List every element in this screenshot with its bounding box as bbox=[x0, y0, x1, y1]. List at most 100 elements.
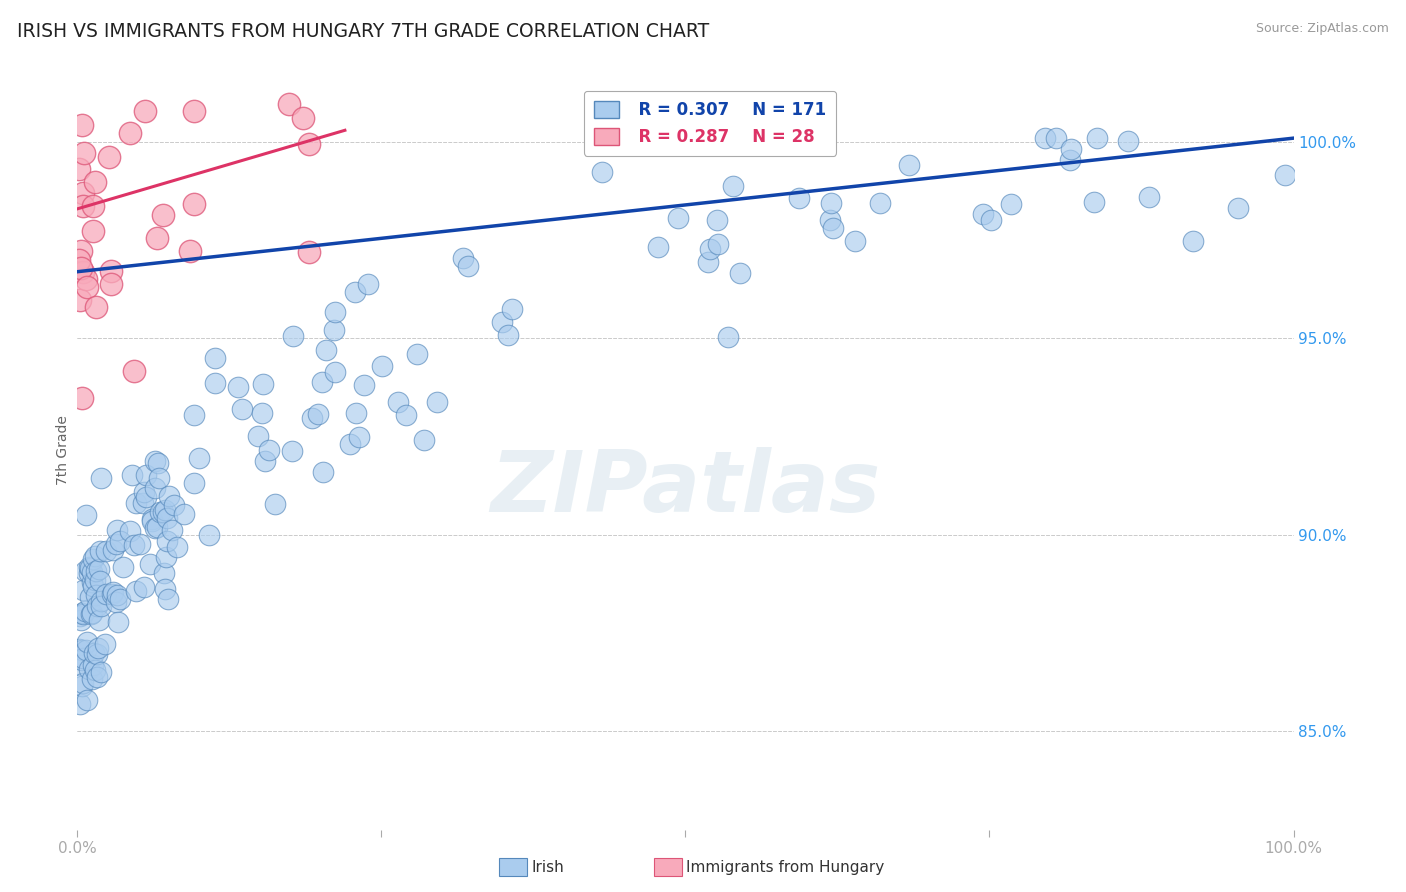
Point bbox=[281, 443, 304, 458]
Point bbox=[104, 595, 127, 609]
Point bbox=[90, 594, 112, 608]
Point bbox=[395, 409, 418, 423]
Point bbox=[1182, 234, 1205, 248]
Point bbox=[263, 497, 285, 511]
Point bbox=[496, 328, 519, 343]
Point bbox=[105, 523, 128, 537]
Point bbox=[1116, 134, 1139, 148]
Point bbox=[70, 260, 93, 275]
Point bbox=[312, 465, 335, 479]
Point bbox=[135, 467, 157, 482]
Point bbox=[70, 118, 93, 132]
Point bbox=[90, 665, 112, 679]
Point bbox=[717, 330, 740, 344]
Point bbox=[143, 481, 166, 495]
Point bbox=[100, 264, 122, 278]
Point bbox=[125, 495, 148, 509]
Point bbox=[247, 429, 270, 443]
Point bbox=[75, 604, 97, 618]
Point bbox=[183, 409, 205, 423]
Point bbox=[108, 534, 131, 549]
Point bbox=[339, 437, 361, 451]
Point bbox=[75, 643, 97, 657]
Point bbox=[70, 606, 93, 620]
Point bbox=[706, 213, 728, 227]
Point bbox=[187, 451, 209, 466]
Text: ZIPatlas: ZIPatlas bbox=[491, 447, 880, 530]
Point bbox=[86, 670, 108, 684]
Point bbox=[153, 503, 176, 517]
Point bbox=[250, 406, 273, 420]
Point bbox=[1226, 201, 1249, 215]
Text: IRISH VS IMMIGRANTS FROM HUNGARY 7TH GRADE CORRELATION CHART: IRISH VS IMMIGRANTS FROM HUNGARY 7TH GRA… bbox=[17, 22, 709, 41]
Point bbox=[647, 240, 669, 254]
Point bbox=[120, 126, 142, 140]
Point bbox=[84, 564, 107, 578]
Point bbox=[84, 549, 107, 563]
Point bbox=[96, 543, 118, 558]
Y-axis label: 7th Grade: 7th Grade bbox=[56, 416, 70, 485]
Point bbox=[70, 391, 93, 405]
Point bbox=[387, 394, 409, 409]
Point bbox=[70, 679, 93, 693]
Point bbox=[77, 662, 100, 676]
Point bbox=[183, 197, 205, 211]
Point bbox=[82, 574, 104, 589]
Point bbox=[82, 224, 104, 238]
Point bbox=[69, 698, 91, 712]
Point bbox=[323, 304, 346, 318]
Point bbox=[323, 365, 346, 379]
Point bbox=[668, 211, 690, 225]
Point bbox=[131, 496, 153, 510]
Point bbox=[69, 657, 91, 672]
Point bbox=[204, 376, 226, 390]
Point bbox=[315, 343, 337, 357]
Point bbox=[307, 407, 329, 421]
Point bbox=[67, 162, 90, 177]
Point bbox=[730, 267, 752, 281]
Point bbox=[231, 402, 253, 417]
Point bbox=[84, 588, 107, 602]
Point bbox=[820, 195, 842, 210]
Point bbox=[69, 613, 91, 627]
Point bbox=[97, 150, 120, 164]
Point bbox=[121, 468, 143, 483]
Point bbox=[696, 255, 718, 269]
Point bbox=[75, 564, 97, 578]
Point bbox=[406, 347, 429, 361]
Point bbox=[173, 508, 195, 522]
Point bbox=[111, 559, 134, 574]
Point bbox=[82, 551, 104, 566]
Point bbox=[143, 521, 166, 535]
Point bbox=[101, 585, 124, 599]
Point bbox=[82, 198, 104, 212]
Point bbox=[156, 591, 179, 606]
Point bbox=[82, 606, 104, 620]
Point bbox=[311, 375, 333, 389]
Point bbox=[72, 186, 94, 200]
Point bbox=[76, 280, 98, 294]
Point bbox=[86, 599, 108, 613]
Point bbox=[821, 221, 844, 235]
Point bbox=[591, 165, 613, 179]
Point bbox=[107, 615, 129, 629]
Point bbox=[125, 584, 148, 599]
Point bbox=[252, 376, 274, 391]
Point bbox=[281, 328, 304, 343]
Point bbox=[96, 587, 118, 601]
Point bbox=[82, 672, 104, 686]
Point bbox=[73, 146, 96, 161]
Point bbox=[155, 550, 177, 565]
Point bbox=[322, 323, 344, 337]
Point bbox=[122, 538, 145, 552]
Point bbox=[103, 543, 125, 558]
Point bbox=[138, 557, 160, 571]
Point bbox=[972, 207, 994, 221]
Point bbox=[197, 528, 219, 542]
Point bbox=[353, 378, 375, 392]
Text: Source: ZipAtlas.com: Source: ZipAtlas.com bbox=[1256, 22, 1389, 36]
Point bbox=[1137, 190, 1160, 204]
Point bbox=[146, 456, 169, 470]
Point bbox=[160, 523, 183, 537]
Point bbox=[75, 508, 97, 523]
